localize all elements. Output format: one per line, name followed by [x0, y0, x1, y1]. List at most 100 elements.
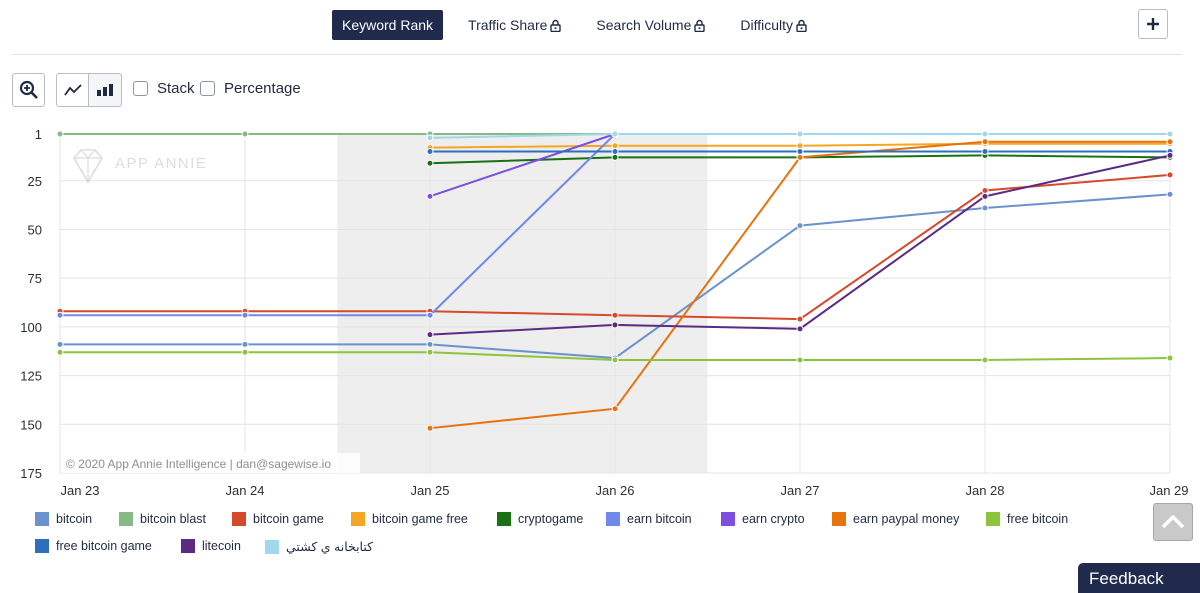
legend-label: earn bitcoin: [627, 512, 692, 526]
legend-swatch: [606, 512, 620, 526]
legend-item[interactable]: bitcoin: [35, 512, 92, 526]
bar-chart-icon: [97, 84, 113, 96]
y-tick-label: 125: [20, 369, 42, 384]
header-divider: [12, 54, 1182, 55]
tab-label: Difficulty: [740, 17, 794, 33]
weekend-shading: [337, 134, 708, 473]
tab-keyword-rank[interactable]: Keyword Rank: [332, 10, 444, 40]
legend-item[interactable]: earn paypal money: [832, 512, 959, 526]
feedback-label: Feedback: [1089, 569, 1164, 588]
plus-icon: [1147, 18, 1159, 30]
data-point-كتابخانه-ي-كشتي: [426, 134, 434, 142]
data-point-litecoin: [796, 325, 804, 333]
y-tick-label: 175: [20, 466, 42, 481]
legend-item[interactable]: earn bitcoin: [606, 512, 692, 526]
data-point-bitcoin-game: [1166, 171, 1174, 179]
copyright-text: © 2020 App Annie Intelligence | dan@sage…: [66, 457, 331, 471]
data-point-free-bitcoin-game: [981, 148, 989, 156]
legend-item[interactable]: earn crypto: [721, 512, 805, 526]
tab-traffic-share[interactable]: Traffic Share: [458, 10, 571, 40]
tab-difficulty[interactable]: Difficulty: [730, 10, 817, 40]
zoom-button[interactable]: [12, 73, 45, 107]
data-point-free-bitcoin: [796, 356, 804, 364]
copyright-box: © 2020 App Annie Intelligence | dan@sage…: [62, 453, 360, 473]
x-tick-label: Jan 25: [410, 483, 449, 498]
line-chart-button[interactable]: [56, 73, 89, 107]
data-point-earn-paypal-money: [611, 405, 619, 413]
stack-checkbox[interactable]: [133, 81, 148, 96]
data-point-litecoin: [426, 331, 434, 339]
data-point-bitcoin: [426, 340, 434, 348]
watermark: APP ANNIE: [73, 149, 207, 184]
legend-swatch: [832, 512, 846, 526]
data-point-كتابخانه-ي-كشتي: [611, 130, 619, 138]
data-point-litecoin: [1166, 151, 1174, 159]
legend-item[interactable]: free bitcoin: [986, 512, 1068, 526]
bar-chart-button[interactable]: [88, 73, 122, 107]
legend-label: earn paypal money: [853, 512, 960, 526]
legend-swatch: [35, 512, 49, 526]
legend-swatch: [119, 512, 133, 526]
data-point-كتابخانه-ي-كشتي: [981, 130, 989, 138]
data-point-earn-crypto: [426, 192, 434, 200]
data-point-free-bitcoin-game: [426, 148, 434, 156]
data-point-earn-paypal-money: [981, 138, 989, 146]
percentage-toggle[interactable]: Percentage: [200, 80, 301, 97]
legend-label: bitcoin game: [253, 512, 324, 526]
y-tick-label: 50: [28, 222, 42, 237]
x-tick-label: Jan 28: [965, 483, 1004, 498]
legend-label: cryptogame: [518, 512, 584, 526]
tab-search-volume[interactable]: Search Volume: [586, 10, 715, 40]
feedback-button[interactable]: Feedback: [1078, 563, 1200, 593]
add-keyword-button[interactable]: [1138, 9, 1168, 39]
data-point-bitcoin: [796, 222, 804, 230]
legend-swatch: [351, 512, 365, 526]
data-point-bitcoin-game: [796, 315, 804, 323]
tab-label: Keyword Rank: [342, 17, 434, 33]
y-tick-label: 75: [28, 271, 42, 286]
scroll-to-top-button[interactable]: [1153, 503, 1193, 541]
data-point-bitcoin: [56, 340, 64, 348]
legend-label: free bitcoin game: [56, 539, 152, 553]
x-tick-label: Jan 27: [780, 483, 819, 498]
x-tick-label: Jan 26: [595, 483, 634, 498]
legend-swatch: [181, 539, 195, 553]
data-point-bitcoin-game-free: [611, 142, 619, 150]
y-tick-label: 100: [20, 320, 42, 335]
data-point-free-bitcoin: [981, 356, 989, 364]
legend-label: bitcoin game free: [372, 512, 468, 526]
legend-item[interactable]: bitcoin game free: [351, 512, 468, 526]
legend-swatch: [232, 512, 246, 526]
legend-item[interactable]: bitcoin blast: [119, 512, 206, 526]
stack-toggle[interactable]: Stack: [133, 80, 195, 97]
legend-item[interactable]: كتابخانه ي كشتي: [265, 539, 373, 554]
data-point-litecoin: [981, 192, 989, 200]
data-point-cryptogame: [611, 153, 619, 161]
line-chart-icon: [63, 84, 82, 96]
data-point-bitcoin-blast: [56, 130, 64, 138]
zoom-in-icon: [19, 80, 38, 99]
legend-item[interactable]: litecoin: [181, 539, 241, 553]
stack-label: Stack: [157, 80, 195, 97]
lock-icon: [694, 19, 706, 32]
series-line-earn-crypto: [429, 133, 616, 198]
data-point-bitcoin-game: [981, 187, 989, 194]
watermark-text: APP ANNIE: [115, 155, 207, 172]
data-point-earn-bitcoin: [426, 311, 434, 319]
legend-label: litecoin: [202, 539, 241, 553]
data-point-free-bitcoin-game: [611, 148, 619, 156]
tab-label: Search Volume: [596, 17, 692, 33]
diamond-logo-icon: [73, 149, 103, 184]
percentage-checkbox[interactable]: [200, 81, 215, 96]
legend-item[interactable]: cryptogame: [497, 512, 583, 526]
percentage-label: Percentage: [224, 80, 301, 97]
legend-item[interactable]: free bitcoin game: [35, 539, 152, 553]
legend-item[interactable]: bitcoin game: [232, 512, 324, 526]
metric-tabs: Keyword Rank Traffic Share Search Volume…: [332, 10, 832, 40]
data-point-earn-bitcoin: [56, 311, 64, 319]
data-point-free-bitcoin: [611, 356, 619, 364]
legend-swatch: [497, 512, 511, 526]
data-point-bitcoin: [981, 204, 989, 212]
data-point-earn-paypal-money: [426, 424, 434, 432]
data-point-free-bitcoin-game: [796, 148, 804, 156]
